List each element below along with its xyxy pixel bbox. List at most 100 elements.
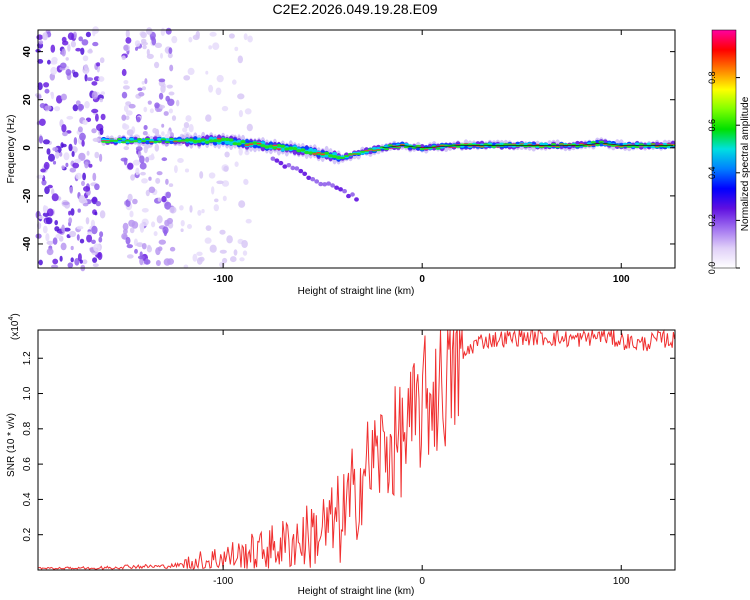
spectrogram-signal-cell [539,142,545,146]
spectrogram-signal-cell [270,156,276,161]
spectrogram-signal-cell [403,143,409,146]
spectrogram-noise-cell [209,31,217,37]
spectrogram-signal-cell [224,139,230,145]
spectrogram-signal-cell [280,147,286,152]
spectrogram-noise-cell [61,40,69,46]
spectrogram-signal-cell [551,143,557,146]
spectrogram-signal-cell [634,146,640,148]
snr-y-tick-label: 0.2 [22,527,33,541]
spectrogram-noise-cell [153,231,158,237]
spectrogram-noise-cell [51,193,59,202]
spectrogram-noise-cell [160,27,166,36]
spectrogram-noise-cell [156,215,163,224]
spectrogram-signal-cell [535,143,541,145]
spectrogram-noise-cell [199,256,205,262]
spectrogram-noise-cell [238,147,243,156]
spectrogram-noise-cell [135,146,143,152]
spectrogram-noise-cell [137,87,143,92]
spectrogram-noise-cell [39,118,46,127]
spectrogram-signal-cell [220,137,226,141]
spectrogram-signal-cell [180,141,186,143]
spectrogram-signal-cell [371,147,377,150]
spectrogram-noise-cell [44,105,52,111]
spectrogram-noise-cell [95,201,102,207]
spectrogram-noise-cell [100,91,106,96]
spectrogram-signal-cell [306,175,312,180]
spectrogram-signal-cell [347,153,354,155]
spectrogram-noise-cell [213,204,219,212]
spectrogram-noise-cell [66,115,74,120]
spectrogram-noise-cell [99,98,103,103]
spectrogram-noise-cell [44,88,50,94]
spectrogram-signal-cell [310,177,316,182]
spectrogram-noise-cell [45,233,50,242]
spectrogram-signal-cell [467,146,473,147]
spectrogram-noise-cell [42,225,48,234]
spectrogram-noise-cell [87,231,93,235]
spectrogram-noise-cell [163,111,169,116]
spectrogram-signal-cell [598,140,604,143]
spectrogram-signal-cell [148,138,155,142]
spectrogram-noise-cell [145,156,150,163]
spectrogram-noise-cell [121,233,128,240]
spectrogram-signal-cell [156,140,162,143]
spectrogram-noise-cell [139,162,147,170]
spectrogram-noise-cell [50,60,58,65]
spectrogram-signal-cell [375,149,381,151]
spectrogram-noise-cell [83,186,91,192]
spectrogram-signal-cell [228,140,234,146]
spectrogram-noise-cell [209,244,217,253]
spectrogram-signal-cell [113,139,119,142]
spectrogram-signal-cell [330,183,335,188]
snr-series [37,329,676,570]
spectrogram-noise-cell [92,172,97,182]
spectrogram-noise-cell [123,44,129,51]
spectrogram-signal-cell [136,138,143,141]
spectrogram-noise-cell [224,151,230,158]
spectrogram-noise-cell [46,208,54,217]
spectrogram-noise-cell [123,146,130,151]
spectrogram-noise-cell [61,224,65,233]
spectrogram-signal-cell [340,156,346,159]
snr-x-tick-label: -100 [213,576,233,587]
spectrogram-signal-cell [351,153,358,155]
spectrogram-signal-cell [284,147,290,151]
spectrogram-signal-cell [276,144,282,148]
spectrogram-noise-cell [154,42,162,48]
spectrogram-noise-cell [204,237,212,244]
spectrogram-y-tick-label: 20 [22,94,33,106]
colorbar-ticks: 0.0 0.2 0.4 0.6 0.8 [707,71,740,274]
spectrogram-signal-cell [322,182,328,187]
spectrogram-noise-cell [46,248,54,256]
snr-y-tick-label: 1.2 [22,351,33,365]
spectrogram-noise-cell [97,251,103,261]
spectrogram-noise-cell [123,157,128,166]
spectrogram-noise-cell [86,77,94,81]
spectrogram-noise-cell [122,124,130,130]
spectrogram-noise-cell [47,59,51,65]
spectrogram-noise-cell [132,198,138,205]
spectrogram-noise-cell [62,201,70,206]
spectrogram-signal-cell [184,138,190,142]
spectrogram-signal-cell [256,142,262,145]
spectrogram-noise-cell [63,152,70,161]
spectrogram-noise-cell [169,246,176,252]
spectrogram-noise-cell [135,46,138,51]
spectrogram-noise-cell [60,62,67,69]
spectrogram-noise-cell [154,61,160,69]
spectrogram-signal-cell [343,155,350,157]
spectrogram-noise-cell [168,108,173,114]
spectrogram-noise-cell [246,123,253,132]
spectrogram-signal-cell [586,145,593,146]
spectrogram-signal-cell [670,144,676,145]
spectrogram-noise-cell [88,163,93,168]
spectrogram-signal-cell [367,149,373,151]
spectrogram-noise-cell [226,235,233,244]
spectrogram-x-tick-label: 0 [419,274,425,285]
spectrogram-noise-cloud [34,26,254,272]
spectrogram-signal-cell [300,148,306,152]
spectrogram-noise-cell [247,35,253,43]
spectrogram-signal-cell [274,158,280,163]
spectrogram-noise-cell [78,195,86,204]
spectrogram-noise-cell [222,257,228,264]
